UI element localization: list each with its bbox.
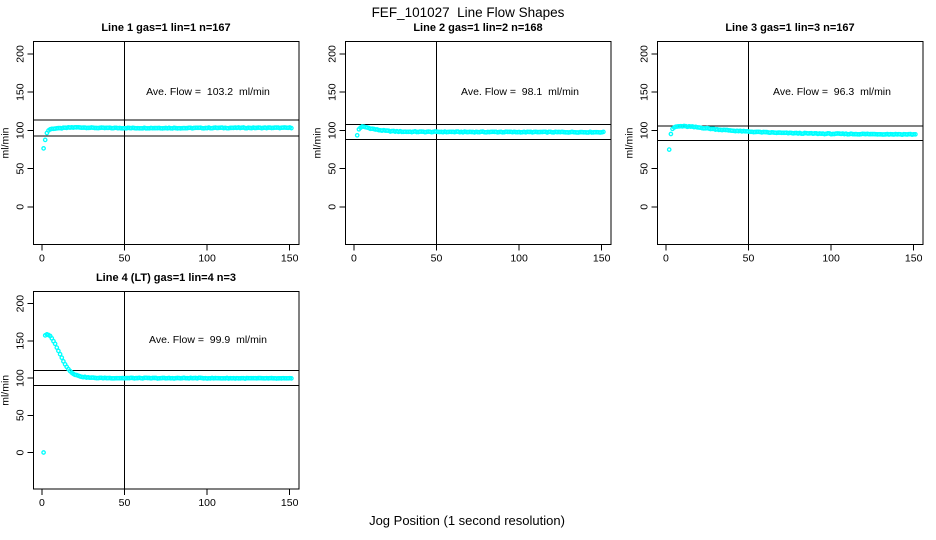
- x-tick-label: 100: [822, 252, 840, 264]
- y-tick-label: 100: [639, 121, 651, 139]
- data-points: [354, 124, 606, 138]
- data-point: [52, 341, 58, 347]
- y-tick-label: 200: [327, 45, 339, 63]
- y-axis-unit-label: ml/min: [624, 127, 636, 158]
- data-points: [41, 124, 294, 151]
- data-point: [57, 351, 63, 357]
- reference-lines: [33, 291, 299, 489]
- panel-3-ave-flow-annotation: Ave. Flow = 96.3 ml/min: [773, 86, 891, 98]
- data-point: [59, 355, 65, 361]
- y-axis-unit-label: ml/min: [312, 127, 324, 158]
- data-point: [41, 146, 46, 151]
- axis-tick-labels: 0 50 100 150 0 50 100 150 200: [639, 45, 923, 264]
- axis-box: [33, 41, 300, 245]
- data-point: [41, 450, 46, 455]
- y-tick-label: 150: [327, 83, 339, 101]
- panel-3-plot: 0 50 100 150 0 50 100 150 200 ml/min: [624, 41, 924, 264]
- panel-2-title: Line 2 gas=1 lin=2 n=168: [413, 22, 543, 34]
- axis-tick-labels: 0 50 100 150 0 50 100 150 200: [15, 45, 299, 264]
- y-tick-label: 150: [639, 83, 651, 101]
- y-tick-label: 100: [15, 121, 27, 139]
- axis-ticks: [27, 303, 291, 495]
- data-point: [666, 147, 672, 152]
- axis-ticks: [339, 53, 603, 251]
- y-tick-label: 100: [327, 121, 339, 139]
- axis-box: [345, 41, 612, 245]
- data-points: [666, 123, 918, 152]
- y-tick-label: 150: [15, 332, 27, 350]
- y-tick-label: 100: [15, 369, 27, 387]
- x-tick-label: 150: [593, 252, 611, 264]
- reference-lines: [345, 41, 611, 245]
- panel-1-title: Line 1 gas=1 lin=1 n=167: [101, 22, 231, 34]
- panel-1-plot: 0 50 100 150 0 50 100 150 200 ml/min: [0, 41, 300, 264]
- x-axis-label: Jog Position (1 second resolution): [369, 513, 565, 528]
- axis-box: [33, 291, 300, 490]
- panel-4-ave-flow-annotation: Ave. Flow = 99.9 ml/min: [149, 334, 267, 346]
- y-tick-label: 0: [15, 449, 27, 455]
- x-tick-label: 50: [119, 497, 131, 509]
- axis-ticks: [27, 53, 291, 251]
- data-point: [668, 131, 674, 137]
- x-tick-label: 0: [663, 252, 669, 264]
- data-point: [911, 131, 917, 137]
- figure-title: FEF_101027 Line Flow Shapes: [371, 5, 565, 20]
- y-tick-label: 200: [15, 45, 27, 63]
- x-tick-label: 0: [39, 252, 45, 264]
- y-tick-label: 50: [15, 409, 27, 421]
- x-tick-label: 50: [431, 252, 443, 264]
- y-tick-label: 50: [15, 163, 27, 175]
- x-tick-label: 100: [510, 252, 528, 264]
- panel-4-title: Line 4 (LT) gas=1 lin=4 n=3: [95, 272, 237, 284]
- y-tick-label: 0: [639, 204, 651, 210]
- y-tick-label: 50: [639, 163, 651, 175]
- x-tick-label: 150: [905, 252, 923, 264]
- y-tick-label: 0: [15, 204, 27, 210]
- panel-4-plot: 0 50 100 150 0 50 100 150 200 ml/min: [0, 291, 300, 509]
- data-point: [42, 137, 48, 143]
- y-tick-label: 50: [327, 163, 339, 175]
- data-points: [41, 332, 294, 455]
- x-tick-label: 50: [119, 252, 131, 264]
- x-tick-label: 0: [351, 252, 357, 264]
- panel-1-ave-flow-annotation: Ave. Flow = 103.2 ml/min: [146, 86, 270, 98]
- x-tick-label: 150: [281, 252, 299, 264]
- y-tick-label: 200: [639, 45, 651, 63]
- x-tick-label: 0: [39, 497, 45, 509]
- panel-3-title: Line 3 gas=1 lin=3 n=167: [725, 22, 855, 34]
- reference-lines: [657, 41, 923, 245]
- x-tick-label: 50: [743, 252, 755, 264]
- x-tick-label: 100: [198, 497, 216, 509]
- y-tick-label: 0: [327, 204, 339, 210]
- reference-lines: [33, 41, 299, 245]
- x-tick-label: 150: [281, 497, 299, 509]
- y-axis-unit-label: ml/min: [0, 375, 12, 406]
- axis-tick-labels: 0 50 100 150 0 50 100 150 200: [15, 295, 299, 509]
- x-tick-label: 100: [198, 252, 216, 264]
- axis-box: [657, 41, 924, 245]
- axis-tick-labels: 0 50 100 150 0 50 100 150 200: [327, 45, 611, 264]
- data-point: [354, 132, 360, 138]
- panel-2-plot: 0 50 100 150 0 50 100 150 200 ml/min: [312, 41, 612, 264]
- data-point: [289, 376, 294, 381]
- data-point: [601, 129, 606, 135]
- axis-ticks: [651, 53, 915, 251]
- y-axis-unit-label: ml/min: [0, 127, 12, 158]
- data-point: [289, 125, 294, 131]
- panel-2-ave-flow-annotation: Ave. Flow = 98.1 ml/min: [461, 86, 579, 98]
- data-point: [913, 131, 918, 137]
- y-tick-label: 150: [15, 83, 27, 101]
- y-tick-label: 200: [15, 295, 27, 313]
